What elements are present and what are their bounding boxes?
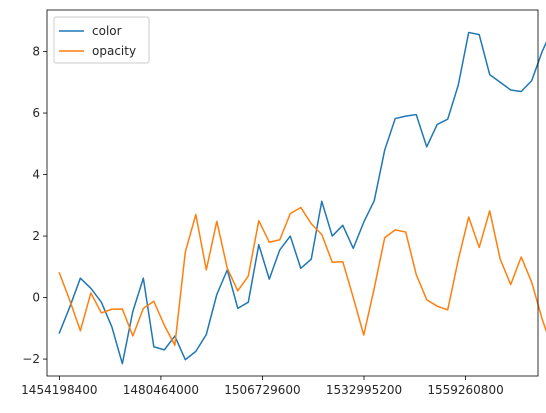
- legend-label-opacity: opacity: [92, 44, 136, 58]
- legend-label-color: color: [92, 24, 122, 38]
- y-tick-label: 8: [32, 45, 40, 59]
- x-tick-label: 1532995200: [326, 383, 402, 397]
- y-tick-label: −2: [22, 352, 40, 366]
- x-tick-label: 1454198400: [21, 383, 97, 397]
- x-axis: 1454198400 1480464000 1506729600 1532995200…: [21, 376, 504, 397]
- series-lines: [58, 31, 546, 365]
- plot-frame: [46, 9, 539, 377]
- y-tick-label: 6: [32, 106, 40, 120]
- x-tick-label: 1506729600: [224, 383, 300, 397]
- y-tick-label: 2: [32, 229, 40, 243]
- x-tick-label: 1480464000: [123, 383, 199, 397]
- legend: color opacity: [53, 16, 150, 64]
- y-tick-label: 0: [32, 291, 40, 305]
- series-line-color: [58, 31, 546, 365]
- x-tick-label: 1559260800: [427, 383, 503, 397]
- y-axis: −2 0 2 4 6 8: [22, 45, 47, 366]
- y-tick-label: 4: [32, 168, 40, 182]
- series-line-opacity: [58, 206, 546, 346]
